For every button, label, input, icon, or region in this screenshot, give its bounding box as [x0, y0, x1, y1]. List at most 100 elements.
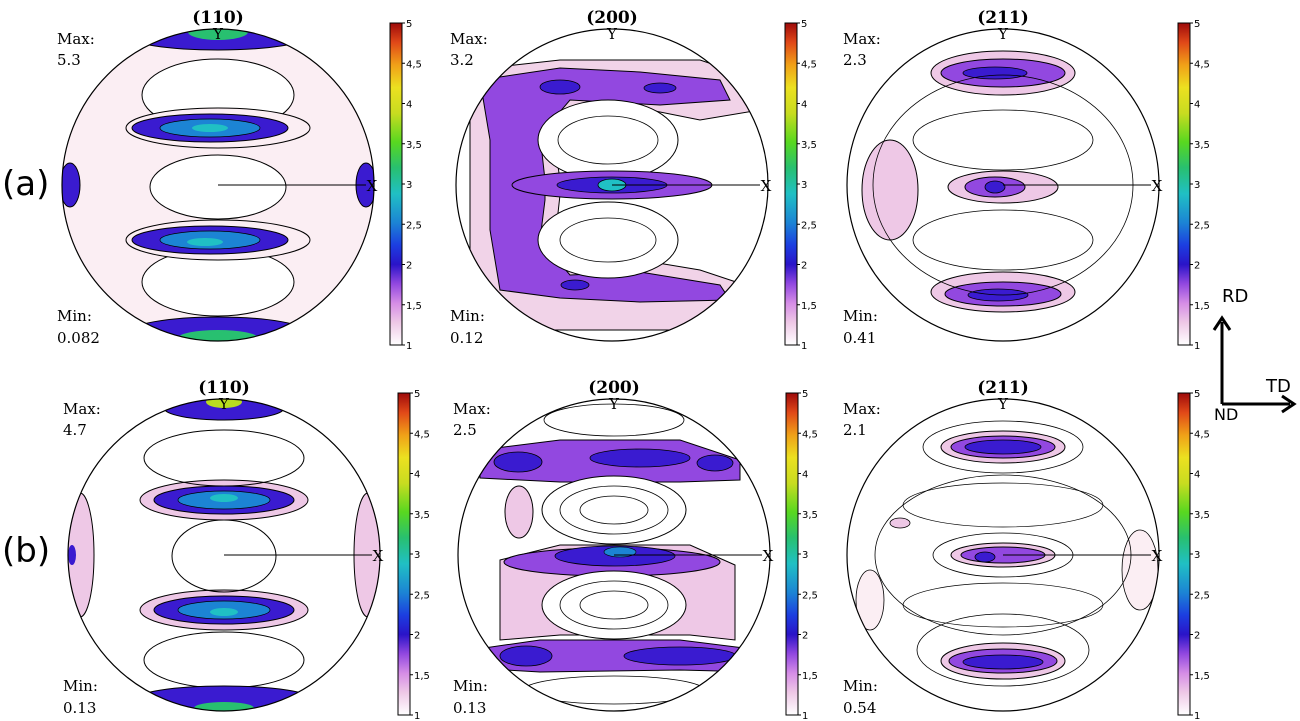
pole-figure-b-200 [457, 398, 771, 712]
colorbar-tick-label: 3,5 [414, 510, 430, 521]
contour-region [171, 519, 277, 593]
colorbar-tick-label: 4 [406, 100, 412, 111]
colorbar [1177, 22, 1191, 346]
rd-label: RD [1222, 286, 1248, 307]
min-value: 0.41 [843, 329, 876, 347]
colorbar-tick-label: 3 [802, 550, 808, 561]
min-value: 0.13 [63, 699, 96, 717]
colorbar-tick-label: 2 [414, 631, 420, 642]
max-label: Max: [57, 30, 95, 48]
y-axis-label: Y [212, 25, 224, 43]
row-label-a: (a) [2, 164, 49, 204]
colorbar-tick-label: 1,5 [406, 301, 422, 312]
max-value: 2.1 [843, 421, 867, 439]
min-value: 0.12 [450, 329, 483, 347]
pole-figure-title: (211) [977, 378, 1029, 398]
colorbar-tick-label: 4,5 [406, 59, 422, 70]
colorbar-tick-label: 5 [802, 389, 808, 400]
direction-arrows: RD TD ND [1212, 286, 1297, 424]
pole-figure-b-110 [67, 398, 381, 712]
y-axis-label: Y [218, 395, 230, 413]
colorbar-tick-label: 2,5 [801, 220, 817, 231]
colorbar-tick-label: 3,5 [1194, 510, 1210, 521]
figure-labels: (110)YXMax:5.3Min:0.082(200)YXMax:3.2Min… [57, 8, 1163, 717]
td-label: TD [1265, 376, 1291, 397]
colorbar-tick-label: 3,5 [406, 140, 422, 151]
min-value: 0.082 [57, 329, 100, 347]
colorbar-tick-label: 3 [1194, 550, 1200, 561]
pole-figure-title: (200) [588, 378, 640, 398]
colorbar [1177, 392, 1191, 716]
colorbar-tick-label: 1 [414, 711, 420, 721]
y-axis-label: Y [606, 25, 618, 43]
colorbar [785, 392, 799, 716]
colorbars: 5 4,5 4 3,5 3 2,5 2 1,5 1 5 4,5 4 3,5 3 2,5 2 1,5 1 5 4,5 4 3… [389, 19, 1210, 721]
colorbar-tick-label: 1 [1194, 711, 1200, 721]
max-value: 3.2 [450, 51, 474, 69]
contour-region [537, 201, 679, 279]
colorbar [389, 22, 403, 346]
colorbar-tick-label: 3 [414, 550, 420, 561]
pole-figure-a-110 [61, 28, 375, 342]
colorbar-tick-label: 1,5 [414, 671, 430, 682]
colorbar-tick-label: 3,5 [802, 510, 818, 521]
nd-label: ND [1214, 405, 1238, 424]
y-axis-label: Y [997, 25, 1009, 43]
colorbar [397, 392, 411, 716]
x-axis-label: X [367, 177, 378, 195]
contour-region [537, 99, 679, 181]
max-value: 2.3 [843, 51, 867, 69]
colorbar-tick-label: 2 [406, 261, 412, 272]
colorbar-tick-label: 4 [414, 470, 420, 481]
colorbar-tick-label: 4 [1194, 100, 1200, 111]
colorbar-tick-label: 2 [1194, 261, 1200, 272]
y-axis-label: Y [608, 395, 620, 413]
colorbar-tick-label: 2 [1194, 631, 1200, 642]
colorbar-tick-label: 3,5 [801, 140, 817, 151]
max-value: 4.7 [63, 421, 87, 439]
contour-region [541, 475, 687, 545]
colorbar-tick-label: 2,5 [406, 220, 422, 231]
colorbar-tick-label: 4,5 [1194, 429, 1210, 440]
max-label: Max: [453, 400, 491, 418]
min-value: 0.54 [843, 699, 876, 717]
colorbar-tick-label: 4,5 [414, 429, 430, 440]
colorbar-tick-label: 2 [801, 261, 807, 272]
colorbar-tick-label: 1,5 [1194, 301, 1210, 312]
colorbar-tick-label: 2 [802, 631, 808, 642]
min-value: 0.13 [453, 699, 486, 717]
colorbar-tick-label: 3 [406, 180, 412, 191]
max-value: 5.3 [57, 51, 81, 69]
colorbar-tick-label: 2,5 [1194, 590, 1210, 601]
pole-figure-title: (200) [586, 8, 638, 28]
colorbar-tick-label: 5 [1194, 389, 1200, 400]
max-label: Max: [843, 400, 881, 418]
colorbar-tick-label: 2,5 [802, 590, 818, 601]
colorbar-tick-label: 1,5 [1194, 671, 1210, 682]
max-label: Max: [450, 30, 488, 48]
row-label-b: (b) [2, 531, 50, 571]
max-label: Max: [63, 400, 101, 418]
pole-figure-title: (110) [198, 378, 250, 398]
x-axis-label: X [1152, 547, 1163, 565]
colorbar-tick-label: 2,5 [1194, 220, 1210, 231]
min-label: Min: [63, 677, 98, 695]
colorbar-tick-label: 4,5 [801, 59, 817, 70]
x-axis-label: X [763, 547, 774, 565]
colorbar-tick-label: 4 [801, 100, 807, 111]
colorbar-tick-label: 3 [801, 180, 807, 191]
min-label: Min: [843, 307, 878, 325]
colorbar-tick-label: 5 [801, 19, 807, 30]
colorbar-tick-label: 1,5 [801, 301, 817, 312]
pole-figure-title: (110) [192, 8, 244, 28]
colorbar-tick-label: 4 [802, 470, 808, 481]
pole-figure-a-200 [455, 28, 769, 342]
colorbar-tick-label: 1 [406, 341, 412, 352]
colorbar-tick-label: 5 [414, 389, 420, 400]
pole-figure-a-211 [846, 28, 1160, 342]
colorbar-tick-label: 4,5 [802, 429, 818, 440]
colorbar [784, 22, 798, 346]
contour-region [149, 154, 287, 220]
colorbar-tick-label: 4 [1194, 470, 1200, 481]
